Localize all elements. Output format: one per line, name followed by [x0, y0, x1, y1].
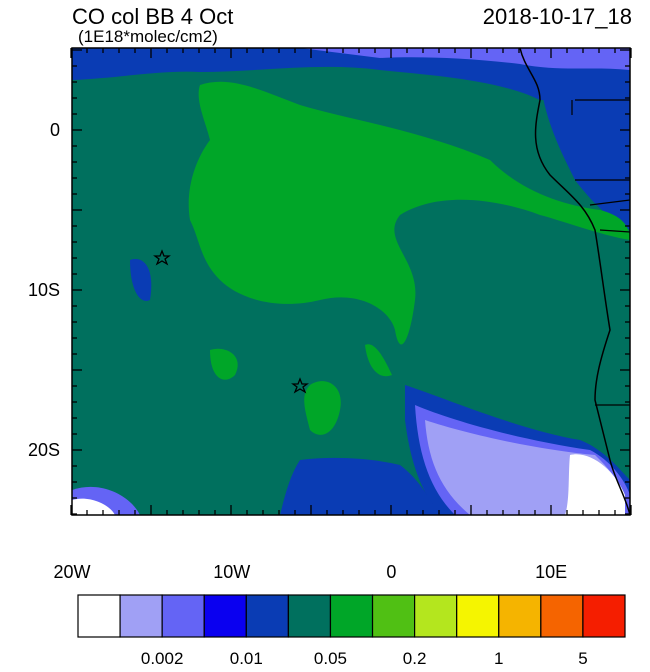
map-frame	[71, 47, 631, 516]
colorbar-box	[203, 594, 247, 638]
date: 2018-10-17_18	[483, 4, 632, 29]
colorbar-box	[414, 594, 458, 638]
lat-label: 0	[50, 120, 60, 140]
colorbar-box	[540, 594, 584, 638]
map-field	[72, 48, 630, 515]
colorbar-label: 0.01	[230, 649, 263, 667]
colorbar-box	[371, 594, 416, 638]
colorbar-label: 0.2	[403, 649, 427, 667]
colorbar-box	[456, 594, 500, 638]
colorbar-box	[287, 594, 332, 638]
colorbar: 0.002 0.01 0.05 0.2 1 5	[77, 594, 626, 668]
title: CO col BB 4 Oct	[72, 4, 233, 29]
ticks	[70, 48, 632, 515]
colorbar-box	[329, 594, 374, 638]
colorbar-label: 1	[494, 649, 503, 667]
lon-label: 0	[386, 562, 396, 582]
site-marker	[153, 249, 309, 394]
colorbar-label: 5	[578, 649, 587, 667]
colorbar-box	[498, 594, 542, 638]
lat-label: 20S	[28, 440, 60, 460]
colorbar-label: 0.002	[141, 649, 184, 667]
colorbar-box	[582, 594, 626, 638]
colorbar-box	[245, 594, 289, 638]
lon-label: 10E	[535, 562, 567, 582]
lat-label: 10S	[28, 280, 60, 300]
colorbar-label: 0.05	[314, 649, 347, 667]
units: (1E18*molec/cm2)	[78, 27, 218, 46]
colorbar-box	[77, 594, 121, 638]
colorbar-box	[119, 594, 163, 638]
lon-label: 10W	[213, 562, 250, 582]
colorbar-box	[161, 594, 205, 638]
lon-label: 20W	[53, 562, 90, 582]
